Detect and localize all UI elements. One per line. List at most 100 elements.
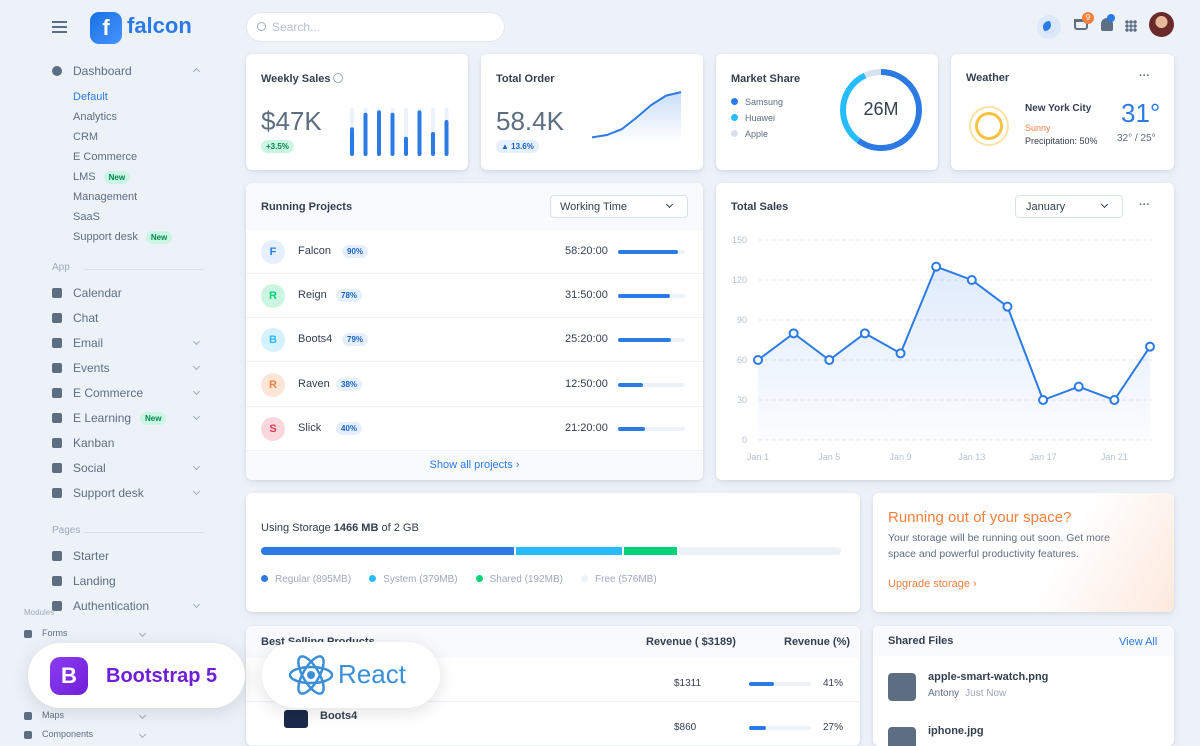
project-row[interactable]: B Boots4 79% 25:20:00: [246, 318, 703, 363]
file-thumb: [888, 727, 916, 746]
x-tick-label: Jan 13: [958, 452, 985, 462]
nav-label: Kanban: [73, 436, 115, 450]
more-button[interactable]: ···: [1139, 199, 1150, 211]
project-time: 31:50:00: [565, 289, 608, 302]
shared-files-card: Shared Files View All apple-smart-watch.…: [873, 626, 1174, 746]
cart-icon[interactable]: [1074, 19, 1088, 30]
project-row[interactable]: R Raven 38% 12:50:00: [246, 363, 703, 407]
legend-item: Apple: [731, 129, 783, 145]
progress-track: [749, 682, 811, 686]
chevron: [192, 487, 201, 496]
filter-select[interactable]: Working Time: [550, 195, 688, 218]
legend-swatch: [731, 130, 738, 137]
nav-item[interactable]: Email: [52, 336, 204, 352]
column-header: Revenue (%): [784, 636, 851, 648]
new-badge: New: [103, 171, 131, 184]
nav-icon: [52, 413, 62, 423]
nav-item[interactable]: Starter: [52, 549, 204, 565]
nav-item[interactable]: Components: [24, 729, 149, 745]
weekly-sales-chart: [350, 108, 449, 156]
card-header: [873, 626, 1174, 656]
nav-icon: [52, 388, 62, 398]
storage-segment: [261, 547, 515, 555]
nav-item[interactable]: Events: [52, 361, 204, 377]
point: [1038, 395, 1049, 405]
nav-label: Authentication: [73, 599, 150, 613]
nav-item[interactable]: Forms: [24, 628, 149, 644]
nav-icon: [52, 601, 62, 611]
nav-subitem[interactable]: Support desk New: [73, 227, 173, 244]
temperature: 31°: [1121, 98, 1161, 128]
project-row[interactable]: R Reign 78% 31:50:00: [246, 274, 703, 319]
nav-item[interactable]: Social: [52, 461, 204, 477]
section-heading: Modules: [24, 608, 55, 617]
file-time: Just Now: [965, 688, 1007, 699]
nav-item[interactable]: E Commerce: [52, 386, 204, 402]
chevron: [138, 629, 147, 638]
temperature-range: 32° / 25°: [1117, 133, 1156, 144]
avatar[interactable]: [1149, 12, 1174, 37]
point: [859, 328, 870, 339]
file-row[interactable]: iphone.jpg: [873, 722, 1174, 746]
view-all-link[interactable]: View All: [1119, 636, 1158, 648]
nav-icon: [24, 731, 32, 739]
progress-track: [618, 382, 685, 387]
nav-label: Landing: [73, 574, 116, 588]
nav-subitem[interactable]: Default: [73, 87, 108, 103]
nav-subitem[interactable]: Analytics: [73, 107, 118, 123]
more-button[interactable]: ···: [1139, 70, 1150, 82]
show-all-link[interactable]: Show all projects ›: [429, 459, 520, 471]
legend-item: Shared (192MB): [475, 574, 563, 585]
search-box[interactable]: Search...: [246, 12, 505, 42]
storage-summary: Using Storage 1466 MB of 2 GB: [261, 522, 419, 534]
nav-subitem[interactable]: E Commerce: [73, 147, 137, 163]
legend-label: Shared (192MB): [489, 574, 563, 585]
nav-item[interactable]: Chat: [52, 311, 204, 327]
theme-toggle[interactable]: [1037, 15, 1061, 39]
chevron: [192, 337, 201, 346]
month-select[interactable]: January: [1015, 195, 1123, 218]
nav-item[interactable]: Maps: [24, 710, 149, 726]
project-time: 58:20:00: [565, 245, 608, 257]
project-name: Reign: [298, 289, 327, 302]
nav-subitem[interactable]: CRM: [73, 127, 98, 143]
nav-label: Support desk: [73, 486, 144, 500]
percent-badge: 79%: [342, 333, 369, 347]
nav-label: Analytics: [73, 111, 118, 123]
project-avatar: S: [261, 416, 285, 441]
section-heading: Pages: [52, 525, 81, 536]
legend-label: Samsung: [745, 97, 784, 107]
chevron: [192, 362, 201, 371]
file-row[interactable]: apple-smart-watch.png Antony Just Now: [873, 668, 1174, 718]
storage-bar: [261, 547, 843, 555]
nav-label: Forms: [42, 628, 68, 638]
nav-subitem[interactable]: SaaS: [73, 207, 100, 223]
nav-item[interactable]: Support desk: [52, 486, 204, 502]
section-divider: [84, 532, 204, 533]
nav-item[interactable]: Authentication: [52, 599, 204, 615]
nav-subitem[interactable]: Management: [73, 187, 137, 203]
menu-toggle[interactable]: [52, 21, 67, 33]
nav-item[interactable]: Landing: [52, 574, 204, 590]
nav-icon: [52, 363, 62, 373]
percent-badge: 38%: [336, 377, 363, 391]
notification-dot: [1107, 14, 1115, 22]
nav-item[interactable]: Kanban: [52, 436, 204, 452]
progress-track: [618, 338, 685, 343]
bar: [417, 110, 422, 156]
nav-item[interactable]: Calendar: [52, 286, 204, 302]
project-row[interactable]: F Falcon 90% 58:20:00: [246, 230, 703, 274]
upgrade-link[interactable]: Upgrade storage ›: [888, 578, 977, 590]
apps-icon[interactable]: [1125, 20, 1137, 32]
nav-item[interactable]: E Learning New: [52, 411, 204, 427]
legend-item: Free (576MB): [581, 574, 657, 585]
project-row[interactable]: S Slick 40% 21:20:00: [246, 407, 703, 451]
nav-subitem[interactable]: LMS New: [73, 167, 131, 184]
file-name: iphone.jpg: [928, 725, 984, 737]
logo-text[interactable]: falcon: [127, 13, 192, 38]
product-name: Boots4: [320, 710, 358, 722]
card-title: Running Projects: [261, 201, 353, 213]
legend-item: Samsung: [731, 97, 783, 113]
nav-item[interactable]: Dashboard: [52, 64, 204, 80]
running-projects-card: Running Projects Working Time F Falcon 90%…: [246, 183, 703, 480]
